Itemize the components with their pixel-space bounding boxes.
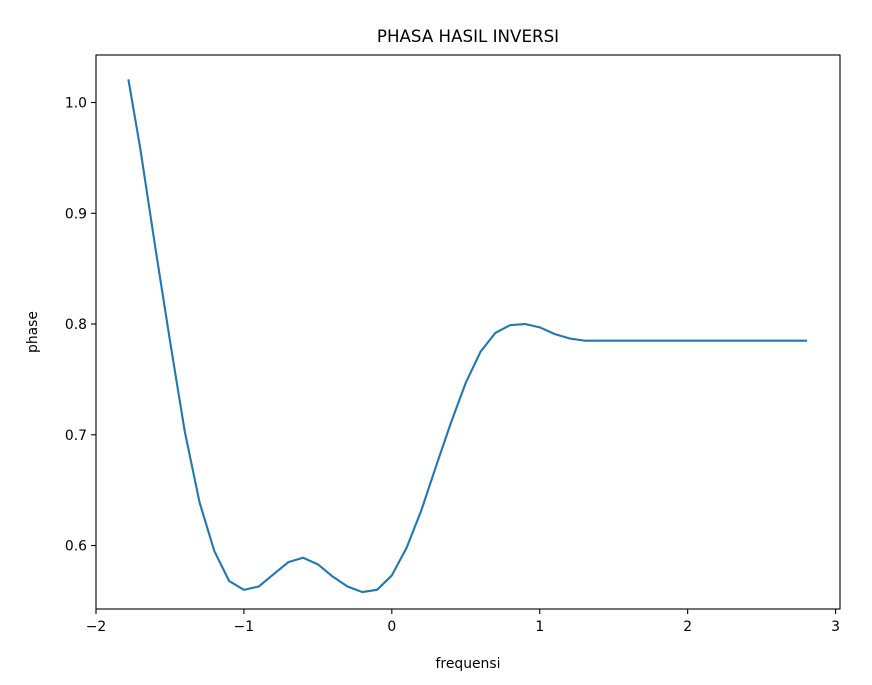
plot-frame bbox=[95, 54, 841, 610]
x-tick-label: 2 bbox=[683, 619, 692, 635]
x-axis-label: frequensi bbox=[436, 656, 501, 672]
y-tick-label: 1.0 bbox=[65, 96, 87, 112]
y-tick-label: 0.6 bbox=[65, 539, 87, 555]
x-axis: −2 −1 0 1 2 3 bbox=[86, 609, 840, 635]
plot-area bbox=[127, 79, 808, 594]
y-tick-label: 0.8 bbox=[65, 317, 87, 333]
y-tick-label: 0.9 bbox=[65, 206, 87, 222]
x-tick-label: 3 bbox=[831, 619, 840, 635]
series-line bbox=[127, 79, 808, 594]
x-tick-label: −2 bbox=[86, 619, 106, 635]
y-axis-label: phase bbox=[25, 311, 41, 353]
y-axis: 0.6 0.7 0.8 0.9 1.0 bbox=[65, 96, 96, 555]
y-tick-label: 0.7 bbox=[65, 428, 87, 444]
chart-title: PHASA HASIL INVERSI bbox=[377, 26, 559, 46]
x-tick-label: 1 bbox=[535, 619, 544, 635]
x-tick-label: −1 bbox=[234, 619, 254, 635]
x-tick-label: 0 bbox=[387, 619, 396, 635]
